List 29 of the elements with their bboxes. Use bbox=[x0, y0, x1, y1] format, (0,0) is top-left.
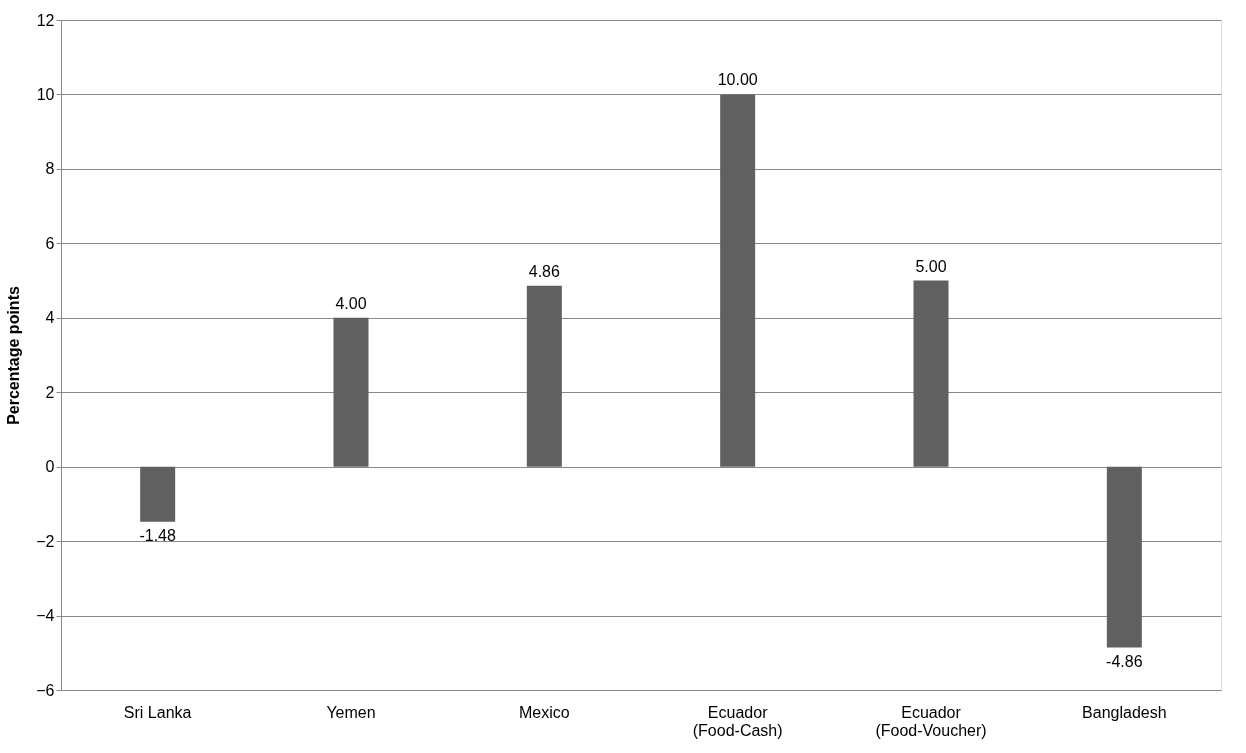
y-tick-label: 12 bbox=[36, 11, 55, 29]
y-tick-label: −4 bbox=[36, 607, 55, 625]
data-label: 4.00 bbox=[335, 294, 367, 312]
y-tick-label: −2 bbox=[36, 532, 55, 550]
y-tick-label: 6 bbox=[45, 234, 55, 252]
x-tick-label: Ecuador (Food-Voucher) bbox=[875, 703, 987, 739]
y-tick-label: 10 bbox=[36, 85, 55, 103]
bar bbox=[720, 94, 756, 467]
data-label: 4.86 bbox=[528, 262, 561, 280]
y-tick-label: 0 bbox=[45, 458, 55, 476]
y-tick-label: 8 bbox=[45, 160, 55, 178]
y-axis-title: Percentage points bbox=[5, 286, 23, 425]
x-tick-label: Mexico bbox=[518, 703, 570, 721]
bar bbox=[526, 285, 562, 467]
y-tick-label: 4 bbox=[45, 309, 55, 327]
bar bbox=[913, 280, 949, 467]
data-label: -4.86 bbox=[1106, 652, 1143, 670]
data-label: 5.00 bbox=[915, 257, 947, 275]
y-tick-label: 2 bbox=[45, 383, 55, 401]
bar bbox=[333, 317, 369, 467]
bar bbox=[1106, 466, 1142, 648]
y-tick-label: −6 bbox=[36, 681, 55, 699]
x-tick-label: Sri Lanka bbox=[123, 703, 192, 721]
x-tick-label: Ecuador (Food-Cash) bbox=[692, 703, 783, 739]
data-label: -1.48 bbox=[139, 526, 176, 544]
data-label: 10.00 bbox=[717, 71, 758, 89]
bar bbox=[140, 466, 176, 522]
x-tick-label: Bangladesh bbox=[1082, 703, 1167, 721]
x-tick-label: Yemen bbox=[326, 703, 376, 721]
